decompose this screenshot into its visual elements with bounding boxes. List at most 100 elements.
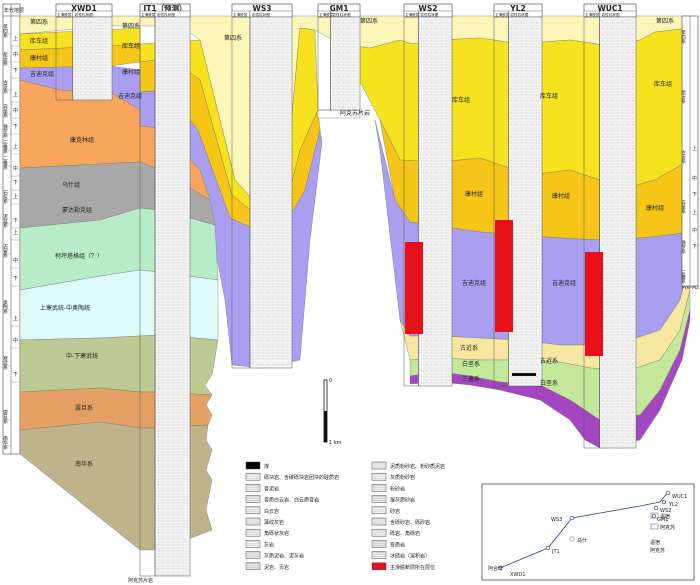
- left-system-label: 奥陶系: [3, 299, 8, 314]
- legend-swatch: [245, 517, 261, 526]
- legend-item: 变质岩: [371, 540, 405, 548]
- left-series-label: 上: [13, 143, 18, 150]
- label-kuqa-2: 库车组: [122, 42, 140, 50]
- legend-item: 含砾砂岩、砾砂岩: [371, 517, 430, 526]
- well-sub-detachment: 主滑脱层: [141, 12, 156, 17]
- label-triassic-1: 三叠系: [462, 375, 480, 383]
- legend-swatch: [371, 517, 387, 526]
- well-sub-lithology: 岩性柱状图: [252, 12, 270, 17]
- label-cretaceous-1: 白垩系: [462, 360, 480, 368]
- left-series-label: 下: [13, 180, 18, 186]
- map-well-marker: [665, 490, 671, 496]
- left-system-label: 寒武系: [3, 355, 8, 370]
- legend-swatch: [245, 495, 261, 503]
- map-well-label: JT1: [551, 549, 560, 555]
- well-name: YL2: [509, 4, 525, 13]
- legend-swatch: [245, 528, 261, 537]
- label-jidike-3: 吉迪克组: [462, 279, 486, 287]
- label-kepingtage: 柯坪塔格组（？）: [55, 252, 103, 260]
- legend-item: 主滑脱断层所在层位: [371, 562, 435, 571]
- label-akesu-jt1: 阿克苏片岩: [128, 577, 153, 584]
- label-quaternary-2: 第四系: [122, 22, 140, 30]
- well-name: WS3: [253, 4, 272, 13]
- lithology-legend: 煤砾块岩、含碳砾块岩团块的硅质岩膏泥岩膏质白云岩、白云质膏岩白云岩藻纹灰岩角砾状…: [245, 461, 445, 571]
- left-series-label: 上: [13, 193, 18, 200]
- right-system-label: 白垩系: [681, 199, 686, 214]
- well-sub-detachment: 主滑脱层: [495, 12, 510, 17]
- label-kangcun-4: 康村组: [552, 192, 570, 200]
- well-name: XWD1: [71, 4, 97, 13]
- label-nanhua: 南华系: [75, 460, 93, 468]
- label-zhongxia-hanwu: 中-下寒武统: [66, 352, 98, 360]
- left-series-label: 上: [13, 315, 18, 322]
- map-well-marker: [651, 513, 657, 519]
- legend-label: 泥岩、页岩: [264, 564, 289, 571]
- left-system-label: 石炭系: [3, 190, 8, 204]
- left-system-label: 新近系: [3, 51, 8, 66]
- detachment-yl2: [495, 220, 513, 332]
- left-system-label: 侏罗系: [3, 123, 8, 138]
- legend-swatch: [371, 540, 387, 548]
- legend-label: 砾块岩、含碳砾块岩团块的硅质岩: [264, 474, 339, 481]
- left-system-label: 泥盆系: [3, 213, 8, 228]
- map-well-label: WS3: [551, 517, 562, 523]
- map-well-label: XWD1: [510, 572, 525, 578]
- map-well-marker: [569, 515, 575, 521]
- legend-item: 煤: [245, 461, 269, 470]
- map-well-label: GM1: [657, 517, 668, 523]
- label-kuqa-3: 库车组: [452, 96, 470, 104]
- left-axis-header: 年代地层: [4, 7, 24, 14]
- left-series-label: 下: [13, 276, 18, 282]
- legend-swatch: [371, 528, 387, 537]
- left-system-label: 震旦系: [3, 410, 8, 424]
- well-column: WS3 主滑脱层 岩性柱状图: [231, 3, 293, 369]
- right-system-label: 古近系: [681, 149, 686, 164]
- right-system-label: 第四系: [681, 29, 686, 44]
- scale-bar: 0 1 km: [323, 378, 342, 446]
- well-sub-lithology: 岩性柱状图: [75, 12, 93, 17]
- label-akesu-gm1: 阿克苏片岩: [340, 109, 370, 117]
- well-sub-lithology: 岩性柱状图: [420, 12, 438, 17]
- detachment-markers: [405, 220, 603, 376]
- legend-swatch: [371, 551, 387, 559]
- label-mengqiete: 蒙达勒克组: [62, 206, 92, 214]
- label-paleogene-1: 古近系: [460, 344, 478, 352]
- label-wushi: 乌什组: [62, 181, 80, 189]
- map-legend-wensu: 温宿: [660, 513, 670, 520]
- legend-item: 白云岩: [245, 506, 279, 515]
- left-system-label: 第四系: [3, 23, 8, 38]
- right-system-label: 三叠系: [681, 270, 686, 284]
- legend-label: 白云岩: [264, 508, 279, 515]
- left-series-label: 下: [13, 124, 18, 130]
- legend-item: 灰质粉砂岩: [371, 472, 415, 481]
- formation-labels: 第四系 库车组 康村组 吉迪克组 第四系 库车组 康村组 吉迪克组 康克林组 乌…: [30, 17, 699, 584]
- legend-label: 含砾砂岩、砾砂岩: [390, 519, 430, 526]
- map-place-akesu: 阿克苏: [650, 547, 665, 554]
- right-series-label: 中: [692, 175, 697, 182]
- legend-label: 主滑脱断层所在层位: [390, 564, 435, 571]
- legend-item: 冰碛岩（混积岩）: [371, 551, 430, 560]
- legend-swatch: [371, 472, 387, 481]
- left-stratigraphic-axis: 年代地层 第四系新近系古近系白垩系侏罗系三叠系二叠系石炭系泥盆系志留系奥陶系寒武…: [3, 3, 24, 455]
- well-sub-lithology: 岩性柱状图: [510, 12, 528, 17]
- well-sub-lithology: 岩性柱状图: [157, 12, 175, 17]
- right-series-label: 中: [692, 227, 697, 234]
- well-sub-detachment: 主滑脱层: [405, 12, 420, 17]
- label-premz: Pre-Mz: [682, 285, 699, 291]
- left-system-label: 白垩系: [3, 103, 8, 118]
- detachment-wuc1: [585, 252, 603, 356]
- map-legend-akesu: 阿克苏: [660, 524, 675, 531]
- map-well-marker: [497, 565, 503, 571]
- legend-item: 砾岩、角砾岩: [371, 528, 420, 537]
- left-series-label: 下: [13, 218, 18, 224]
- label-jidike-2: 吉迪克组: [118, 92, 142, 100]
- legend-swatch: [245, 562, 261, 571]
- legend-swatch: [245, 506, 261, 515]
- scale-top-label: 0: [329, 378, 332, 384]
- legend-swatch: [371, 495, 387, 503]
- legend-label: 灰质泥岩、泥灰岩: [264, 553, 304, 560]
- legend-label: 砂岩: [390, 508, 400, 515]
- legend-label: 粉砂岩: [390, 485, 405, 492]
- map-place-wensu: 温宿: [650, 539, 660, 546]
